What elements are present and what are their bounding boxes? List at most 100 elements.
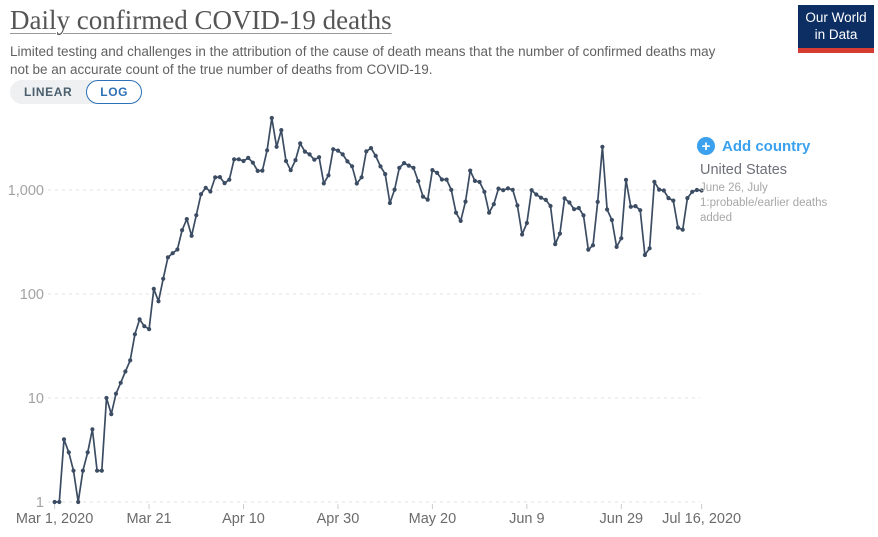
series-point[interactable]: [576, 205, 581, 211]
series-point[interactable]: [350, 164, 355, 169]
series-point[interactable]: [397, 165, 402, 170]
series-point[interactable]: [468, 168, 473, 173]
series-point[interactable]: [90, 427, 95, 432]
series-point[interactable]: [147, 327, 152, 332]
series-point[interactable]: [666, 196, 671, 201]
series-point[interactable]: [288, 168, 293, 173]
series-point[interactable]: [128, 358, 133, 363]
series-point[interactable]: [61, 437, 67, 442]
series-point[interactable]: [279, 128, 284, 133]
series-point[interactable]: [189, 233, 194, 238]
series-point[interactable]: [562, 196, 567, 201]
series-point[interactable]: [80, 468, 85, 473]
series-point[interactable]: [529, 188, 534, 193]
series-point[interactable]: [85, 450, 90, 455]
series-point[interactable]: [496, 186, 501, 191]
series-point[interactable]: [109, 412, 114, 417]
series-point[interactable]: [331, 147, 336, 152]
series-point[interactable]: [307, 152, 312, 157]
chart-title[interactable]: Daily confirmed COVID-19 deaths: [10, 5, 392, 35]
series-point[interactable]: [534, 192, 539, 197]
series-point[interactable]: [161, 276, 166, 281]
series-point[interactable]: [373, 153, 378, 158]
series-point[interactable]: [647, 246, 652, 251]
series-point[interactable]: [699, 188, 704, 193]
series-point[interactable]: [416, 179, 421, 184]
series-point[interactable]: [232, 157, 237, 162]
series-point[interactable]: [694, 187, 700, 193]
series-point[interactable]: [170, 251, 175, 256]
series-point[interactable]: [609, 217, 615, 223]
series-point[interactable]: [208, 189, 213, 194]
series-point[interactable]: [628, 204, 633, 209]
series-point[interactable]: [156, 299, 161, 304]
series-point[interactable]: [685, 196, 690, 201]
series-point[interactable]: [57, 499, 62, 505]
series-point[interactable]: [510, 187, 515, 192]
series-point[interactable]: [515, 203, 520, 208]
series-point[interactable]: [491, 202, 496, 207]
series-point[interactable]: [265, 148, 270, 153]
series-point[interactable]: [435, 170, 440, 175]
series-point[interactable]: [378, 164, 383, 169]
series-point[interactable]: [453, 210, 459, 215]
series-point[interactable]: [317, 155, 322, 160]
series-point[interactable]: [175, 247, 180, 252]
series-point[interactable]: [95, 468, 100, 473]
series-point[interactable]: [553, 242, 558, 247]
series-point[interactable]: [246, 155, 251, 160]
series-point[interactable]: [623, 177, 629, 182]
series-point[interactable]: [567, 200, 572, 205]
series-point[interactable]: [113, 391, 119, 396]
series-point[interactable]: [657, 187, 662, 192]
series-point[interactable]: [406, 163, 411, 168]
series-point[interactable]: [321, 181, 326, 186]
series-point[interactable]: [137, 317, 142, 322]
series-point[interactable]: [439, 177, 444, 182]
series-point[interactable]: [151, 286, 156, 291]
series-point[interactable]: [482, 189, 487, 194]
series-point[interactable]: [359, 175, 364, 180]
owid-logo[interactable]: Our World in Data: [798, 5, 874, 53]
series-point[interactable]: [260, 168, 265, 173]
series-point[interactable]: [203, 185, 208, 190]
series-point[interactable]: [675, 225, 681, 230]
series-point[interactable]: [335, 148, 341, 153]
series-point[interactable]: [312, 157, 317, 162]
series-point[interactable]: [501, 188, 506, 193]
series-point[interactable]: [680, 227, 685, 232]
series-point[interactable]: [690, 189, 695, 194]
series-point[interactable]: [123, 369, 128, 374]
series-point[interactable]: [487, 210, 492, 215]
series-point[interactable]: [104, 395, 109, 401]
series-point[interactable]: [524, 220, 530, 226]
series-point[interactable]: [538, 195, 544, 200]
series-point[interactable]: [430, 168, 435, 173]
series-point[interactable]: [392, 187, 397, 192]
series-point[interactable]: [543, 197, 548, 202]
series-point[interactable]: [557, 231, 563, 236]
series-point[interactable]: [605, 207, 610, 212]
series-point[interactable]: [354, 181, 359, 186]
series-point[interactable]: [572, 207, 577, 212]
series-point[interactable]: [66, 450, 71, 455]
series-point[interactable]: [184, 217, 189, 222]
series-point[interactable]: [241, 158, 246, 164]
scale-option-log[interactable]: LOG: [86, 80, 143, 104]
series-point[interactable]: [298, 141, 303, 146]
series-point[interactable]: [595, 199, 600, 204]
series-point[interactable]: [345, 159, 350, 164]
scale-option-linear[interactable]: LINEAR: [24, 85, 73, 99]
series-point[interactable]: [165, 255, 170, 260]
series-point[interactable]: [520, 232, 525, 237]
series-point[interactable]: [402, 161, 407, 166]
series-point[interactable]: [250, 160, 255, 165]
series-point[interactable]: [52, 499, 57, 505]
series-point[interactable]: [548, 203, 553, 209]
series-point[interactable]: [505, 186, 511, 191]
series-point[interactable]: [411, 165, 416, 170]
series-point[interactable]: [283, 158, 289, 164]
series-point[interactable]: [180, 228, 185, 233]
series-point[interactable]: [586, 247, 591, 252]
